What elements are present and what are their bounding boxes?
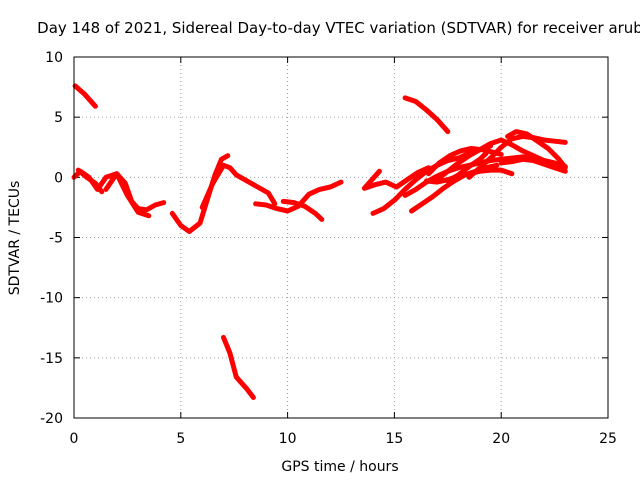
x-tick-label: 25 [599,431,617,447]
y-axis-label: SDTVAR / TECUs [7,181,23,296]
y-tick-label: 5 [54,110,63,126]
series-arc-21 [505,129,568,171]
x-tick-label: 10 [279,431,297,447]
x-axis-label: GPS time / hours [281,459,398,475]
series-arc-7 [221,334,256,400]
series-arc-3 [75,167,105,195]
y-tick-label: -15 [40,351,63,367]
series-arc-19 [445,150,489,184]
series-arc-18 [434,137,566,183]
chart-title: Day 148 of 2021, Sidereal Day-to-day VTE… [37,19,640,37]
series-arc-4 [103,171,152,219]
series-arc-5 [169,153,231,234]
series-arc-1 [72,83,98,109]
series-arc-16 [426,146,504,177]
y-tick-label: 10 [45,50,63,66]
series-arc-17 [423,167,515,185]
y-tick-label: -10 [40,291,63,307]
series-arc-10 [362,165,432,191]
x-tick-label: 5 [176,431,185,447]
grid [74,57,608,418]
plot-frame [73,56,609,419]
y-tick-label: 0 [54,170,63,186]
x-tick-label: 20 [492,431,510,447]
series-arc-11 [362,168,382,191]
x-tick-label: 0 [70,431,79,447]
axis-ticks: 0 5 10 15 20 25 -20 -15 -10 -5 0 5 10 [40,50,617,447]
series-arc-22 [498,156,568,174]
y-tick-label: -20 [40,411,63,427]
series-arc-20 [466,133,568,180]
series-arc-12 [402,95,451,135]
series-arc-9 [280,198,325,222]
y-tick-label: -5 [49,231,63,247]
x-tick-label: 15 [385,431,403,447]
series-arc-6 [199,162,278,210]
plot-area [71,83,568,400]
